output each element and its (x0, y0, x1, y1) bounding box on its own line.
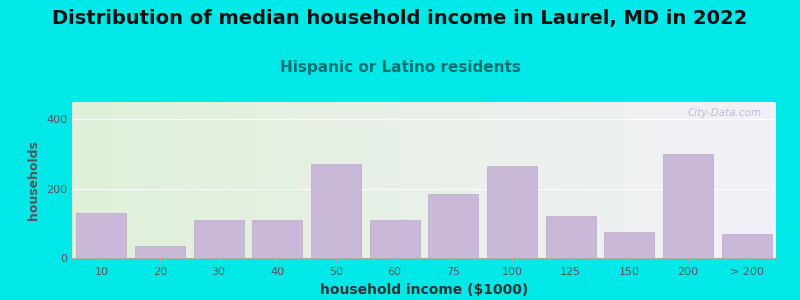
Text: Distribution of median household income in Laurel, MD in 2022: Distribution of median household income … (52, 9, 748, 28)
X-axis label: household income ($1000): household income ($1000) (320, 283, 528, 297)
Y-axis label: households: households (27, 140, 41, 220)
Bar (663, 154, 713, 258)
Bar (311, 164, 361, 258)
Text: City-Data.com: City-Data.com (688, 108, 762, 118)
Bar (429, 194, 478, 258)
Bar (605, 232, 654, 258)
Bar (194, 220, 243, 258)
Text: Hispanic or Latino residents: Hispanic or Latino residents (279, 60, 521, 75)
Bar (487, 166, 537, 258)
Bar (77, 213, 126, 258)
Bar (722, 234, 771, 258)
Bar (253, 220, 302, 258)
Bar (370, 220, 419, 258)
Bar (135, 246, 185, 258)
Bar (546, 216, 595, 258)
